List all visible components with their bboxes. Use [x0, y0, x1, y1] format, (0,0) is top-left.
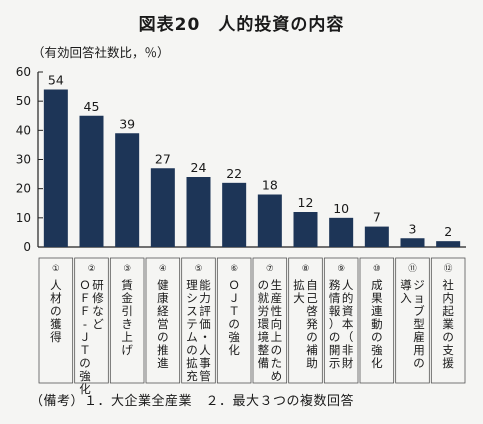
value-label: 3	[409, 221, 417, 236]
value-label: 39	[119, 116, 135, 131]
category-label: 生産性向上のため	[271, 278, 283, 383]
value-label-layer: 54 45 39 27 24 22 18 12 10 7 3 2	[48, 73, 452, 240]
category-number: ⑦	[266, 264, 274, 274]
category-label: ジョブ型雇用の	[413, 278, 425, 370]
category-label: ＯＪＴの強化	[228, 278, 240, 357]
category-number: ⑥	[230, 264, 238, 274]
category-box	[181, 257, 216, 384]
category-label: 拡大	[293, 278, 305, 305]
category-label: 務情報）の開示	[329, 278, 341, 370]
category-box	[288, 257, 323, 384]
value-label: 10	[333, 201, 349, 216]
value-label: 22	[226, 166, 242, 181]
y-axis-unit-label: （有効回答社数比，％）	[32, 45, 170, 60]
value-label: 24	[191, 160, 207, 175]
value-label: 54	[48, 73, 64, 88]
category-number: ⑪	[408, 264, 417, 274]
category-label: 成果連動の強化	[371, 278, 383, 370]
axis-layer: 0 10 20 30 40 50 60	[16, 65, 466, 254]
y-tick-label: 50	[16, 94, 31, 108]
category-box	[109, 257, 145, 384]
category-box	[252, 257, 288, 384]
bar	[79, 115, 104, 247]
category-number: ⑤	[195, 264, 203, 274]
category-box	[323, 257, 359, 384]
category-label: 人的資本（非財	[342, 278, 354, 370]
category-number: ⑩	[373, 264, 381, 274]
bar	[150, 168, 175, 247]
y-tick-label: 10	[16, 211, 31, 225]
bar	[186, 177, 211, 247]
category-box	[38, 257, 74, 384]
y-tick-label: 60	[16, 65, 31, 79]
bar	[257, 194, 282, 247]
bar-layer	[43, 89, 461, 247]
bar	[43, 89, 68, 247]
y-tick-label: 30	[16, 153, 31, 167]
category-label: 賃金引き上げ	[121, 278, 133, 357]
category-number: ①	[52, 264, 60, 274]
y-tick-label: 0	[23, 240, 31, 254]
category-number: ②	[88, 264, 96, 274]
value-label: 2	[444, 224, 452, 239]
category-box	[359, 257, 395, 384]
category-label: 人材の獲得	[50, 278, 62, 344]
bar	[400, 238, 425, 247]
bar	[115, 133, 140, 247]
footnote: （備考）１．大企業全産業 ２．最大３つの複数回答	[30, 394, 355, 409]
category-label: 理システムの拡充	[186, 278, 198, 383]
category-number: ⑫	[444, 264, 453, 274]
category-label: 自己啓発の補助	[306, 278, 318, 370]
category-box	[216, 257, 252, 384]
value-label: 18	[262, 178, 278, 193]
bar	[293, 212, 318, 247]
category-box	[145, 257, 181, 384]
category-label: ＯＦＦ‐ＪＴの強化	[79, 278, 91, 396]
category-label: 健康経営の推進	[157, 278, 169, 370]
category-number: ④	[159, 264, 167, 274]
category-number: ⑨	[337, 264, 345, 274]
value-label: 7	[373, 210, 381, 225]
y-tick-label: 20	[16, 182, 31, 196]
value-label: 27	[155, 151, 171, 166]
category-label: 社内起業の支援	[442, 278, 454, 370]
category-number: ③	[123, 264, 131, 274]
category-number: ⑧	[302, 264, 310, 274]
category-label: の就労環境整備	[258, 278, 270, 370]
category-box	[395, 257, 430, 384]
value-label: 12	[298, 195, 314, 210]
bar	[329, 217, 354, 247]
bar	[222, 182, 247, 247]
value-label: 45	[84, 99, 100, 114]
y-tick-label: 40	[16, 123, 31, 137]
bar	[364, 226, 389, 247]
bar	[436, 241, 461, 247]
category-label: 研修など	[92, 278, 104, 331]
category-label: 能力評価・人事管	[199, 278, 211, 383]
category-box	[74, 257, 109, 384]
category-label: 導入	[400, 278, 412, 305]
category-box	[430, 257, 466, 384]
chart-title: 図表20 人的投資の内容	[138, 15, 345, 35]
